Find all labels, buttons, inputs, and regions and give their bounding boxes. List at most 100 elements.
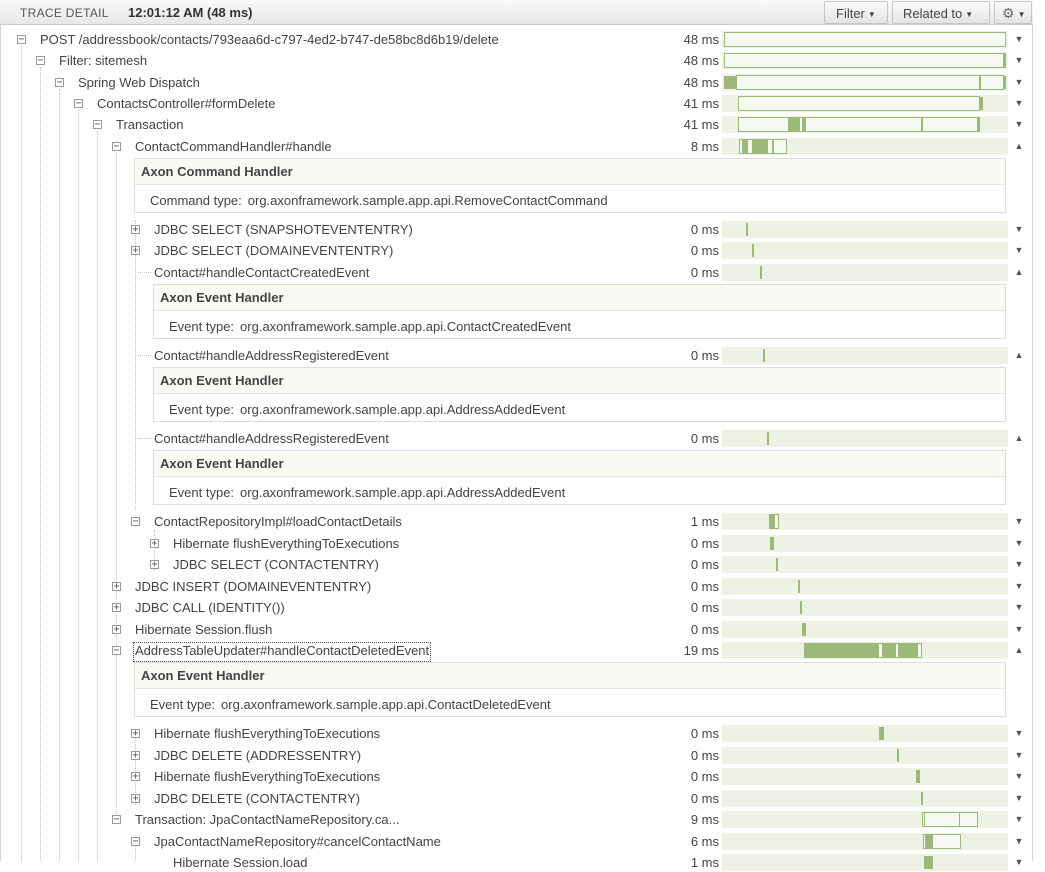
trace-row[interactable]: + JDBC DELETE (CONTACTENTRY) 0 ms ▼ [0,790,1033,808]
trace-row[interactable]: − Transaction: JpaContactNameRepository.c… [0,811,1033,829]
row-duration: 0 ms [690,579,719,594]
detail-value: org.axonframework.sample.app.api.Contact… [240,319,572,334]
trace-row[interactable]: + Hibernate flushEverythingToExecutions 0 … [0,535,1033,553]
trace-row[interactable]: Hibernate Session.load 1 ms ▼ [0,854,1033,872]
collapse-arrow-icon[interactable]: ▲ [1014,267,1024,277]
trace-row[interactable]: − AddressTableUpdater#handleContactDelete… [0,642,1033,662]
trace-row[interactable]: − POST /addressbook/contacts/793eaa6d-c79… [0,31,1033,49]
expand-arrow-icon[interactable]: ▼ [1014,34,1024,44]
collapse-icon[interactable]: − [112,814,121,825]
expand-arrow-icon[interactable]: ▼ [1014,98,1024,108]
trace-row[interactable]: − ContactCommandHandler#handle 8 ms ▲ [0,138,1033,156]
trace-row[interactable]: Contact#handleContactCreatedEvent 0 ms ▲ [0,264,1033,282]
expand-arrow-icon[interactable]: ▼ [1014,836,1024,846]
timeline-segment [772,140,774,153]
timeline-segment [802,623,806,636]
trace-row[interactable]: − Filter: sitemesh 48 ms ▼ [0,52,1033,70]
trace-row[interactable]: Contact#handleAddressRegisteredEvent 0 ms… [0,347,1033,365]
trace-row[interactable]: + JDBC SELECT (CONTACTENTRY) 0 ms ▼ [0,556,1033,574]
trace-row[interactable]: − JpaContactNameRepository#cancelContactN… [0,833,1033,851]
expand-arrow-icon[interactable]: ▼ [1014,602,1024,612]
expand-arrow-icon[interactable]: ▼ [1014,793,1024,803]
collapse-icon[interactable]: − [55,77,64,88]
timeline-segment [800,601,802,614]
detail-body: Event type: org.axonframework.sample.app.… [169,402,565,417]
expand-arrow-icon[interactable]: ▼ [1014,581,1024,591]
trace-row[interactable]: Contact#handleAddressRegisteredEvent 0 ms… [0,430,1033,448]
expand-arrow-icon[interactable]: ▼ [1014,857,1024,867]
timeline-segment [924,812,960,827]
expand-icon[interactable]: + [131,750,140,761]
expand-icon[interactable]: + [131,793,140,804]
row-label: ContactRepositoryImpl#loadContactDetails [154,514,402,529]
timeline-bar [722,833,1008,850]
collapse-arrow-icon[interactable]: ▲ [1014,433,1024,443]
collapse-icon[interactable]: − [36,55,45,66]
expand-arrow-icon[interactable]: ▼ [1014,224,1024,234]
expand-icon[interactable]: + [112,602,121,613]
trace-row[interactable]: + JDBC CALL (IDENTITY()) 0 ms ▼ [0,599,1033,617]
expand-icon[interactable]: + [150,559,159,570]
scrollbar[interactable] [1033,0,1045,861]
expand-arrow-icon[interactable]: ▼ [1014,771,1024,781]
trace-row[interactable]: + JDBC SELECT (DOMAINEVENTENTRY) 0 ms ▼ [0,242,1033,260]
filter-button[interactable]: Filter ▼ [824,1,888,24]
timeline-bar [722,642,1008,659]
row-label: Contact#handleAddressRegisteredEvent [154,431,389,446]
expand-arrow-icon[interactable]: ▼ [1014,245,1024,255]
trace-row[interactable]: + JDBC INSERT (DOMAINEVENTENTRY) 0 ms ▼ [0,578,1033,596]
timeline-segment [882,644,896,657]
timeline-segment [770,515,775,528]
detail-title: Axon Event Handler [154,368,1005,394]
collapse-arrow-icon[interactable]: ▲ [1014,645,1024,655]
collapse-icon[interactable]: − [131,836,140,847]
expand-arrow-icon[interactable]: ▼ [1014,814,1024,824]
collapse-icon[interactable]: − [74,98,83,109]
row-duration: 0 ms [690,243,719,258]
timeline-segment [921,118,923,131]
trace-row[interactable]: + Hibernate flushEverythingToExecutions 0 … [0,725,1033,743]
collapse-icon[interactable]: − [17,34,26,45]
timeline-bar [722,31,1008,48]
trace-row[interactable]: + Hibernate Session.flush 0 ms ▼ [0,621,1033,639]
trace-row[interactable]: + JDBC DELETE (ADDRESSENTRY) 0 ms ▼ [0,747,1033,765]
expand-arrow-icon[interactable]: ▼ [1014,55,1024,65]
trace-row[interactable]: − ContactsController#formDelete 41 ms ▼ [0,95,1033,113]
expand-icon[interactable]: + [131,728,140,739]
expand-icon[interactable]: + [150,538,159,549]
expand-icon[interactable]: + [112,581,121,592]
collapse-icon[interactable]: − [93,119,102,130]
expand-arrow-icon[interactable]: ▼ [1014,516,1024,526]
row-duration: 0 ms [690,348,719,363]
collapse-arrow-icon[interactable]: ▲ [1014,350,1024,360]
expand-icon[interactable]: + [131,245,140,256]
trace-row[interactable]: + JDBC SELECT (SNAPSHOTEVENTENTRY) 0 ms ▼ [0,221,1033,239]
row-label: Hibernate flushEverythingToExecutions [154,726,381,741]
expand-icon[interactable]: + [131,771,140,782]
timeline-segment [798,580,800,593]
expand-arrow-icon[interactable]: ▼ [1014,538,1024,548]
trace-row[interactable]: − ContactRepositoryImpl#loadContactDetail… [0,513,1033,531]
trace-row[interactable]: − Transaction 41 ms ▼ [0,116,1033,134]
expand-arrow-icon[interactable]: ▼ [1014,119,1024,129]
expand-icon[interactable]: + [112,624,121,635]
timeline-segment [752,244,754,257]
related-to-button[interactable]: Related to ▼ [892,1,990,24]
expand-arrow-icon[interactable]: ▼ [1014,624,1024,634]
timeline-segment [738,117,980,132]
settings-button[interactable]: ⚙ ▼ [994,1,1032,24]
expand-arrow-icon[interactable]: ▼ [1014,77,1024,87]
expand-arrow-icon[interactable]: ▼ [1014,750,1024,760]
tree-guide-line [78,110,79,861]
expand-arrow-icon[interactable]: ▼ [1014,559,1024,569]
collapse-icon[interactable]: − [112,141,121,152]
timeline-segment [742,140,748,153]
collapse-arrow-icon[interactable]: ▲ [1014,141,1024,151]
trace-row[interactable]: + Hibernate flushEverythingToExecutions 0 … [0,768,1033,786]
expand-arrow-icon[interactable]: ▼ [1014,728,1024,738]
trace-row[interactable]: − Spring Web Dispatch 48 ms ▼ [0,74,1033,92]
collapse-icon[interactable]: − [112,645,121,656]
expand-icon[interactable]: + [131,224,140,235]
row-label: Transaction [116,117,184,132]
collapse-icon[interactable]: − [131,516,140,527]
